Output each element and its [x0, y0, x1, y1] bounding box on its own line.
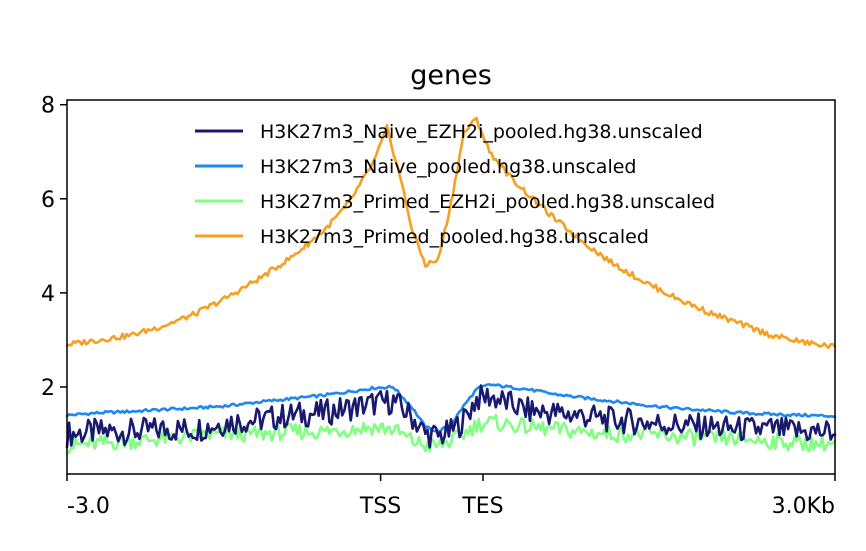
y-tick-label: 8 [41, 94, 55, 119]
x-axis: -3.0 TSS TES 3.0Kb [66, 474, 836, 519]
x-tick-label: TES [461, 494, 503, 519]
legend-label: H3K27m3_Naive_pooled.hg38.unscaled [260, 156, 636, 178]
x-tick-label: TSS [359, 494, 401, 519]
legend: H3K27m3_Naive_EZH2i_pooled.hg38.unscaled… [195, 121, 715, 248]
y-tick-label: 4 [41, 282, 55, 307]
y-tick-label: 6 [41, 188, 55, 213]
series-layer [65, 116, 837, 455]
y-axis: 2 4 6 8 [41, 94, 67, 401]
x-tick-label: 3.0Kb [772, 494, 835, 519]
chart-title: genes [410, 60, 492, 91]
legend-label: H3K27m3_Primed_EZH2i_pooled.hg38.unscale… [260, 191, 715, 213]
series-line-1 [65, 384, 837, 449]
y-tick-label: 2 [41, 376, 55, 401]
series-line-4 [65, 116, 837, 350]
legend-label: H3K27m3_Naive_EZH2i_pooled.hg38.unscaled [260, 121, 703, 143]
x-tick-label: -3.0 [67, 494, 110, 519]
plot-frame [66, 99, 836, 475]
legend-label: H3K27m3_Primed_pooled.hg38.unscaled [260, 226, 649, 248]
